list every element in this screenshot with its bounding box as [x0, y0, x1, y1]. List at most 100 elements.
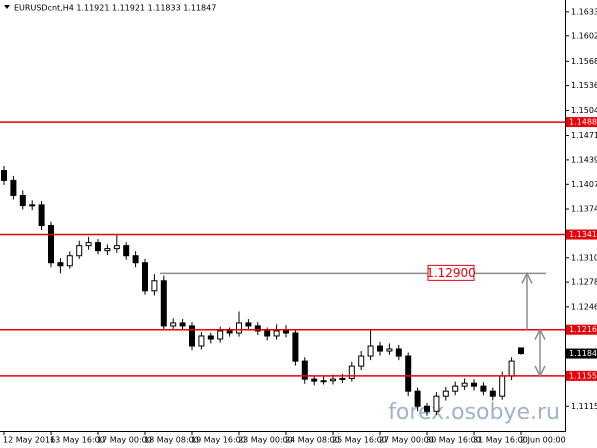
y-tick-label: 1.15365: [571, 81, 597, 90]
candle-body: [85, 242, 92, 247]
candle-body: [301, 360, 308, 380]
candle-body: [160, 280, 167, 327]
candle-body: [123, 245, 130, 257]
candle-body: [95, 242, 101, 252]
candle-body: [198, 335, 205, 347]
watermark: forex.osobye.ru: [388, 400, 560, 425]
candle-body: [489, 390, 496, 397]
y-tick-label: 1.15685: [571, 57, 597, 66]
x-tick-label: 25 May 16:00: [332, 436, 387, 445]
x-tick-label: 17 May 00:00: [97, 436, 152, 445]
candle-body: [508, 360, 515, 377]
candle-body: [386, 348, 393, 352]
candle-body: [424, 405, 430, 412]
candle-body: [10, 179, 17, 196]
candle-body: [132, 255, 139, 264]
x-tick-label: 31 May 16:00: [473, 436, 528, 445]
candle-body: [348, 365, 355, 379]
candle-body: [320, 380, 327, 383]
arrow-head: [534, 328, 546, 341]
level-label: 1.14887: [569, 118, 597, 127]
x-tick-label: 24 May 08:00: [285, 436, 340, 445]
current-price-label: 1.11847: [569, 349, 597, 358]
chart-title: EURUSDcnt,H4 1.11921 1.11921 1.11833 1.1…: [14, 4, 216, 13]
y-tick-label: 1.11155: [571, 402, 597, 411]
candle-body: [273, 330, 280, 337]
candle-body: [377, 345, 383, 352]
y-tick-label: 1.15040: [571, 106, 597, 115]
candle-body: [480, 385, 487, 392]
y-tick-label: 1.14390: [571, 155, 597, 164]
candle-body: [236, 322, 242, 334]
x-tick-label: 19 May 16:00: [191, 436, 246, 445]
level-label-box: [566, 117, 597, 128]
level-label-box: [566, 229, 597, 240]
candle-body: [38, 204, 45, 227]
candle-body: [405, 355, 412, 392]
x-tick-label: 2 Jun 00:00: [520, 436, 566, 445]
candle-body: [151, 280, 158, 292]
candle-body: [48, 225, 54, 264]
annotation-label: 1.12900: [426, 266, 476, 280]
candle-body: [19, 194, 26, 207]
candle-body: [339, 377, 346, 380]
x-tick-label: 23 May 00:00: [238, 436, 293, 445]
level-label: 1.11554: [569, 371, 597, 380]
candle-body: [29, 204, 36, 207]
y-tick-label: 1.13105: [571, 253, 597, 262]
x-tick-label: 13 May 16:00: [50, 436, 105, 445]
candle-body: [1, 170, 7, 181]
arrow-head: [521, 271, 533, 284]
candle-body: [367, 345, 374, 357]
y-tick-label: 1.13745: [571, 205, 597, 214]
candle-body: [57, 262, 64, 267]
candle-body: [264, 330, 271, 337]
candle-body: [179, 322, 186, 327]
candle-body: [395, 348, 402, 357]
level-label-box: [566, 324, 597, 335]
y-tick-label: 1.12785: [571, 278, 597, 287]
candle-body: [76, 245, 83, 257]
y-tick-label: 1.14070: [571, 180, 597, 189]
candle-body: [66, 255, 73, 267]
candle-body: [442, 390, 449, 397]
candle-body: [217, 330, 224, 340]
candle-body: [226, 330, 233, 334]
candle-body: [452, 385, 459, 392]
y-tick-label: 1.12460: [571, 302, 597, 311]
candle-body: [471, 382, 477, 387]
candle-body: [245, 322, 252, 327]
candle-body: [433, 395, 440, 412]
current-price-box: [566, 348, 597, 359]
y-tick-label: 1.16020: [571, 31, 597, 40]
x-tick-label: 30 May 16:00: [426, 436, 481, 445]
candle-body: [311, 378, 318, 382]
candle-body: [207, 335, 214, 340]
candle-body: [518, 347, 524, 355]
x-tick-label: 12 May 2016: [3, 436, 55, 445]
y-tick-label: 1.16335: [571, 7, 597, 16]
candle-body: [142, 262, 148, 292]
candle-body: [330, 378, 336, 382]
candle-body: [104, 248, 111, 252]
menu-icon: [4, 5, 10, 9]
candle-body: [461, 382, 468, 387]
candle-body: [113, 245, 120, 250]
candle-body: [254, 325, 261, 332]
arrow-head: [534, 365, 546, 378]
level-label: 1.12160: [569, 325, 597, 334]
x-tick-label: 27 May 00:00: [379, 436, 434, 445]
annotation-label-box: [427, 264, 475, 281]
candle-body: [358, 355, 365, 367]
level-label-box: [566, 370, 597, 381]
candle-body: [170, 322, 177, 327]
candle-body: [499, 375, 506, 397]
x-tick-label: 18 May 08:00: [144, 436, 199, 445]
candle-body: [189, 325, 195, 347]
candle-body: [292, 332, 299, 362]
y-tick-label: 1.14710: [571, 131, 597, 140]
level-label: 1.13410: [569, 230, 597, 239]
candle-body: [414, 390, 421, 407]
